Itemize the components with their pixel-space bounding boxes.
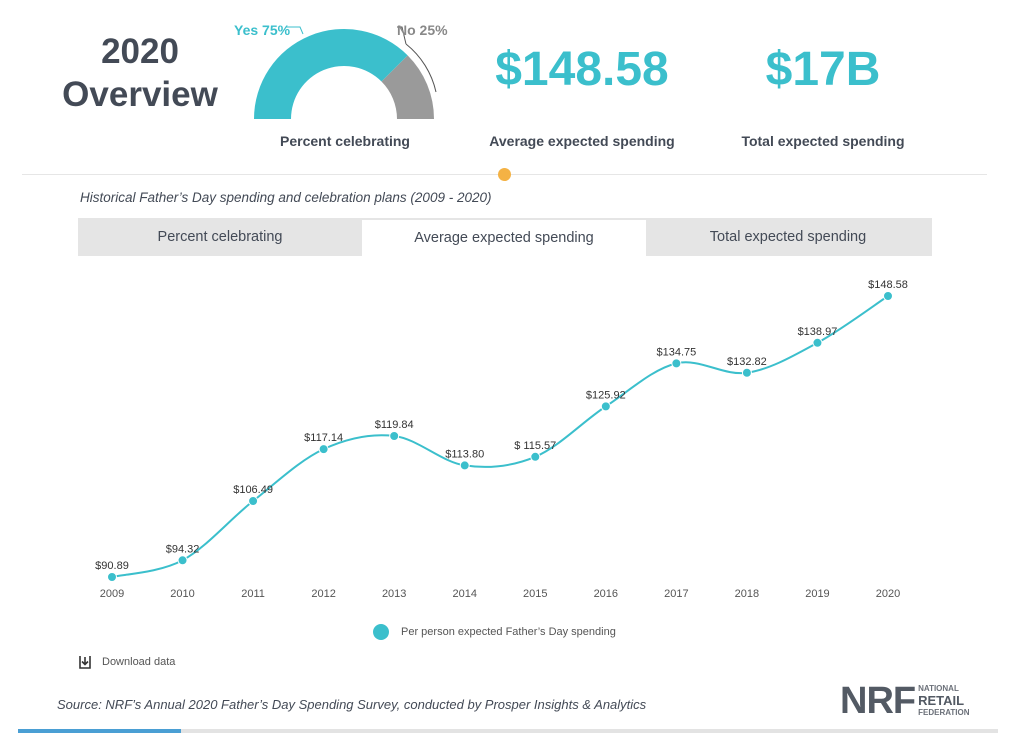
x-tick-label: 2017 bbox=[664, 588, 688, 600]
data-point[interactable] bbox=[883, 291, 893, 301]
gauge-caption: Percent celebrating bbox=[280, 133, 410, 149]
total-spending-value: $17B bbox=[765, 43, 881, 96]
x-tick-label: 2020 bbox=[876, 588, 900, 600]
x-tick-label: 2016 bbox=[594, 588, 618, 600]
data-point[interactable] bbox=[107, 572, 117, 582]
tab-average-expected-spending[interactable]: Average expected spending bbox=[362, 218, 646, 256]
x-tick-label: 2013 bbox=[382, 588, 406, 600]
chart-legend[interactable]: Per person expected Father’s Day spendin… bbox=[373, 624, 616, 640]
nrf-logo: NRF NATIONAL RETAIL FEDERATION bbox=[840, 682, 970, 720]
gauge-yes-arc bbox=[254, 28, 408, 120]
x-tick-label: 2018 bbox=[735, 588, 759, 600]
data-label: $90.89 bbox=[95, 560, 129, 572]
legend-label: Per person expected Father’s Day spendin… bbox=[401, 626, 616, 638]
data-point[interactable] bbox=[530, 451, 541, 462]
page-progress-fill bbox=[18, 729, 181, 733]
page-progress-track bbox=[18, 729, 998, 733]
gauge-no-arc bbox=[381, 55, 434, 119]
x-tick-label: 2011 bbox=[241, 588, 265, 600]
gauge-no-label: No 25% bbox=[397, 22, 448, 38]
data-point[interactable] bbox=[741, 367, 752, 378]
gauge-no-callout bbox=[405, 43, 437, 93]
chart-tabs: Percent celebrating Average expected spe… bbox=[78, 218, 932, 256]
download-icon bbox=[79, 656, 91, 669]
data-label: $119.84 bbox=[375, 419, 414, 431]
data-point[interactable] bbox=[600, 401, 611, 412]
data-point[interactable] bbox=[389, 430, 400, 441]
data-label: $94.32 bbox=[166, 543, 200, 555]
chart-subtitle: Historical Father’s Day spending and cel… bbox=[80, 190, 492, 205]
data-label: $138.97 bbox=[798, 326, 838, 338]
data-point[interactable] bbox=[248, 496, 259, 507]
data-label: $148.58 bbox=[868, 279, 908, 291]
x-tick-label: 2014 bbox=[452, 588, 476, 600]
gauge-yes-label: Yes 75% bbox=[234, 22, 291, 38]
data-label: $113.80 bbox=[445, 448, 484, 460]
series-line bbox=[111, 295, 889, 578]
data-label: $117.14 bbox=[304, 432, 343, 444]
data-label: $106.49 bbox=[233, 484, 273, 496]
download-label: Download data bbox=[102, 656, 176, 668]
data-label: $134.75 bbox=[656, 346, 696, 358]
x-tick-label: 2019 bbox=[805, 588, 829, 600]
x-tick-label: 2015 bbox=[523, 588, 547, 600]
legend-dot-icon bbox=[373, 624, 389, 640]
total-spending-label: Total expected spending bbox=[741, 133, 905, 149]
overview-title: 2020 Overview bbox=[62, 32, 218, 114]
data-label: $132.82 bbox=[727, 356, 767, 368]
x-tick-label: 2010 bbox=[170, 588, 194, 600]
data-label: $ 115.57 bbox=[514, 440, 556, 452]
data-point[interactable] bbox=[671, 358, 682, 369]
gauge-yes-callout bbox=[286, 26, 304, 35]
nrf-logo-letters: NRF bbox=[840, 680, 916, 722]
download-data-button[interactable]: Download data bbox=[77, 654, 175, 670]
percent-celebrating-gauge bbox=[254, 26, 437, 120]
data-point[interactable] bbox=[318, 444, 329, 455]
average-spending-value: $148.58 bbox=[495, 43, 669, 96]
tab-percent-celebrating[interactable]: Percent celebrating bbox=[157, 229, 283, 245]
source-note: Source: NRF’s Annual 2020 Father’s Day S… bbox=[57, 697, 647, 712]
data-point[interactable] bbox=[177, 555, 188, 566]
nrf-logo-text: NATIONAL RETAIL FEDERATION bbox=[918, 684, 970, 717]
x-tick-label: 2012 bbox=[311, 588, 335, 600]
data-point[interactable] bbox=[459, 460, 470, 471]
data-point[interactable] bbox=[812, 337, 823, 348]
tab-total-expected-spending[interactable]: Total expected spending bbox=[709, 229, 867, 245]
average-spending-label: Average expected spending bbox=[489, 133, 675, 149]
data-label: $125.92 bbox=[586, 389, 626, 401]
section-indicator-dot[interactable] bbox=[498, 168, 511, 181]
x-tick-label: 2009 bbox=[100, 588, 124, 600]
gauge-no-callout-tick bbox=[397, 26, 407, 45]
